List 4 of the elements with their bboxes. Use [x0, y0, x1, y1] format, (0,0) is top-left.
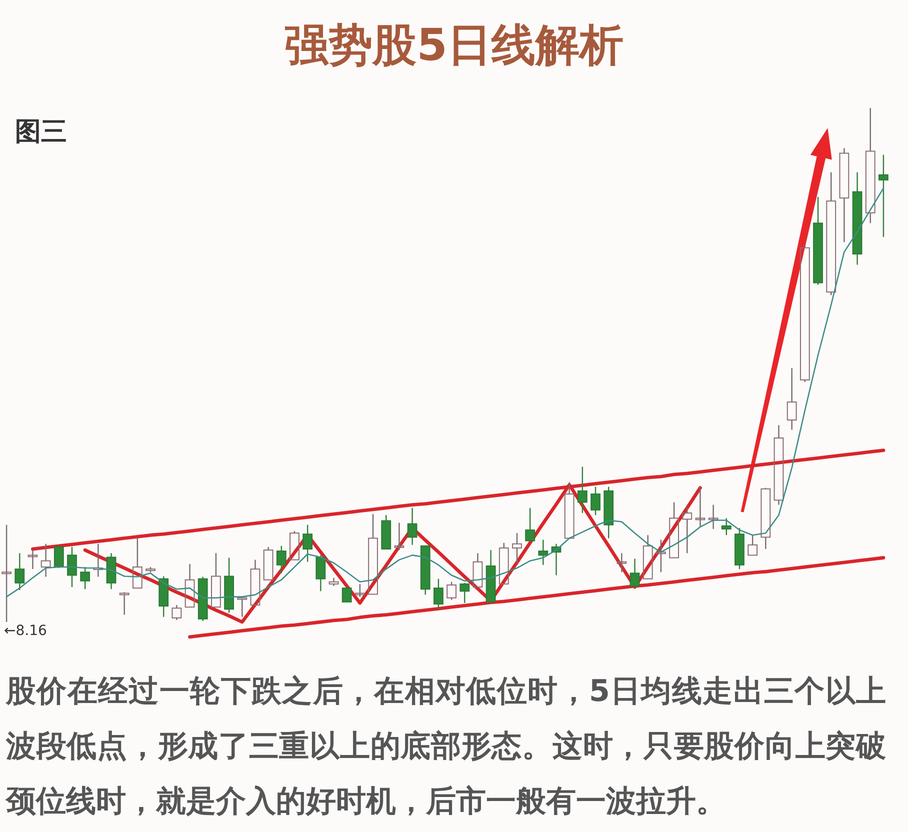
- title: 强势股5日线解析: [284, 20, 624, 71]
- annotation: 图三: [15, 117, 67, 147]
- annotation: ←8.16: [4, 623, 47, 639]
- annotation: 股价在经过一轮下跌之后，在相对低位时，5日均线走出三个以上波段低点，形成了三重以上的底部形态。这时，只要股价向上突破颈位线时，就是介入的好时机，后市一般有一波拉升。: [6, 673, 886, 821]
